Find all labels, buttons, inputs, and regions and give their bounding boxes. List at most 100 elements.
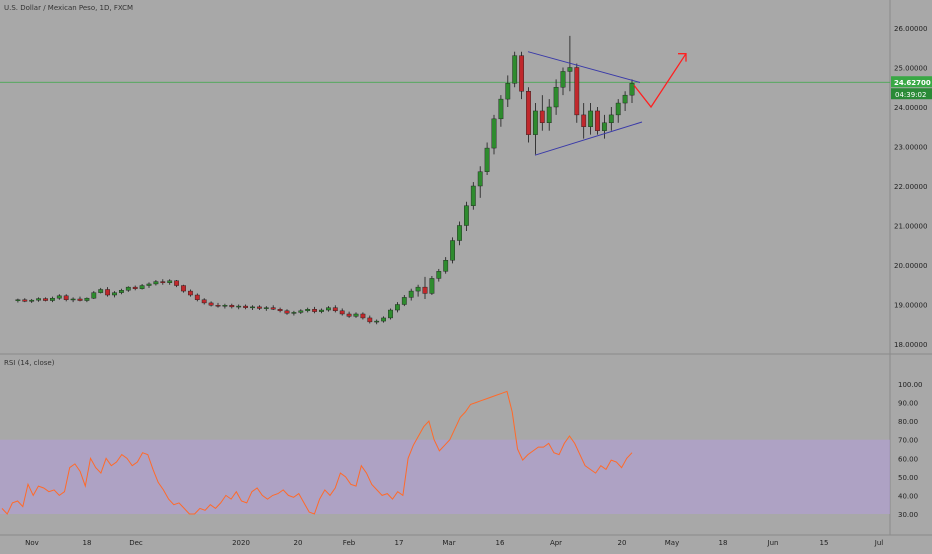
time-tick-label: Jul [874,539,884,547]
candle-body [567,67,573,72]
candle-body [588,110,594,127]
candle-body [36,298,42,301]
candle-body [105,289,111,296]
candle-body [464,205,469,226]
candle-body [553,87,559,108]
time-tick-label: 15 [820,539,829,547]
candle-body [381,317,386,322]
time-tick-label: 20 [618,539,627,547]
candle-body [443,260,449,272]
triangle-upper-line [527,51,641,83]
candle-body [201,299,207,304]
candle-body [146,283,152,286]
candle-body [229,305,235,308]
candle-body [22,299,28,302]
time-tick-label: Jun [767,539,779,547]
candle-body [132,286,138,289]
candle-body [477,171,483,187]
candle-body [422,286,428,294]
candle-body [284,310,290,314]
triangle-lower-line [534,121,643,156]
candle-body [187,290,193,296]
candle-body [77,298,83,301]
price-tick-label: 24.00000 [894,104,927,112]
candle-body [236,305,242,308]
candle-body [374,320,380,323]
candle-body [429,278,435,294]
time-tick-label: Dec [129,539,143,547]
price-tick-label: 18.00000 [894,341,927,349]
candle-body [15,299,21,301]
candle-body [70,298,76,301]
candle-body [491,118,497,149]
candle-body [243,305,248,308]
symbol-title: U.S. Dollar / Mexican Peso, 1D, FXCM [4,4,134,12]
candle-body [125,286,131,291]
candle-body [291,312,297,314]
candle-body [215,305,221,307]
candle-body [498,98,504,120]
rsi-tick-label: 40.00 [898,492,918,500]
candle-body [615,102,621,116]
rsi-tick-label: 30.00 [898,511,918,519]
time-tick-label: Mar [442,539,455,547]
candle-body [153,281,159,285]
candle-body [43,298,48,301]
candle-body [602,122,607,131]
candle-body [112,292,117,296]
time-tick-label: Feb [343,539,356,547]
countdown-label: 04:39:02 [895,91,926,99]
projection-path [633,53,687,109]
candle-body [622,94,628,104]
candle-body [629,83,635,96]
rsi-tick-label: 90.00 [898,400,918,408]
candle-body [298,310,304,313]
candle-body [505,83,511,100]
last-price-badge [891,76,932,88]
candle-body [98,289,104,293]
candle-body [139,285,145,289]
candle-body [277,309,283,312]
candle-body [353,313,359,317]
candle-body [222,305,228,307]
candle-body [519,55,525,92]
candle-body [160,281,166,283]
time-tick-label: 18 [719,539,728,547]
candle-body [50,297,55,301]
candle-body [367,317,373,323]
price-tick-label: 26.00000 [894,25,927,33]
candle-body [339,310,345,315]
last-price-label: 24.62700 [894,79,931,87]
price-tick-label: 20.00000 [894,262,927,270]
candle-body [319,309,324,312]
time-tick-label: Apr [550,539,562,547]
candle-body [305,309,311,312]
candle-body [395,304,400,311]
candle-body [560,71,566,88]
candle-body [91,292,97,299]
rsi-band [0,439,890,514]
rsi-tick-label: 50.00 [898,474,918,482]
candle-body [270,307,276,310]
candle-body [436,271,442,279]
candle-body [208,302,214,306]
time-tick-label: 20 [294,539,303,547]
candle-body [574,67,580,116]
time-tick-label: 18 [83,539,92,547]
candle-body [332,307,338,312]
price-tick-label: 22.00000 [894,183,927,191]
candle-body [250,306,255,309]
projection-arrowhead [678,53,687,62]
rsi-tick-label: 80.00 [898,418,918,426]
price-tick-label: 19.00000 [894,302,927,310]
candle-body [608,114,614,124]
candle-body [546,106,552,124]
candle-body [29,299,35,302]
candles-group [15,35,635,325]
rsi-tick-label: 60.00 [898,455,918,463]
candle-body [401,297,407,305]
candle-body [63,295,69,300]
candle-body [408,290,414,298]
candle-body [181,285,186,292]
